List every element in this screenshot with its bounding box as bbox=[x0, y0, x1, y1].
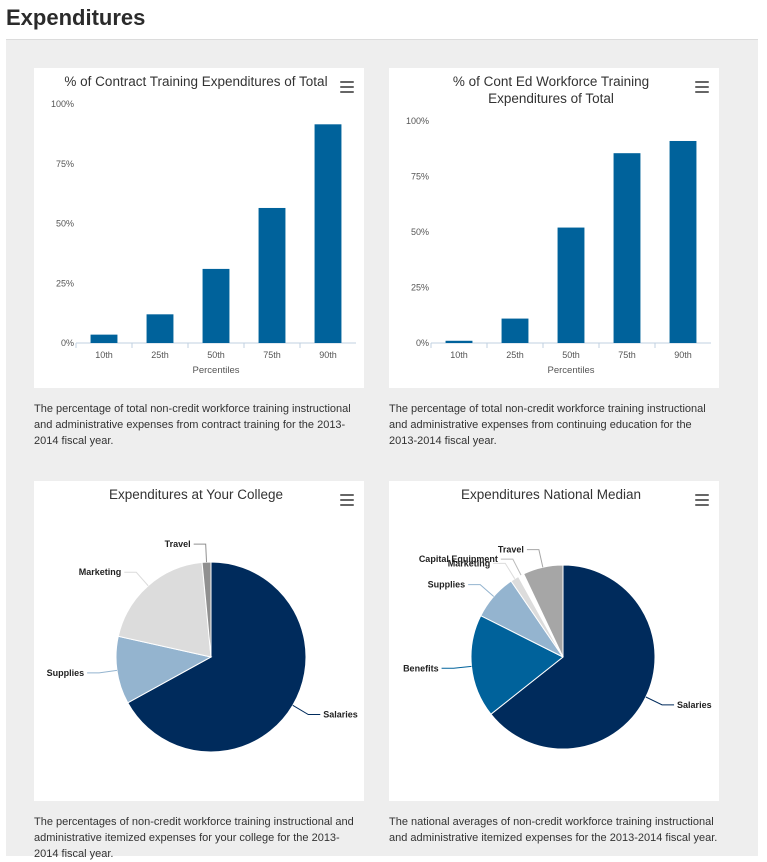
leader-line bbox=[500, 558, 522, 576]
slice-label: Travel bbox=[165, 539, 191, 549]
slice-label: Benefits bbox=[403, 663, 439, 673]
pie-slice-supplies bbox=[115, 635, 213, 704]
chart-description: The percentage of total non-credit workf… bbox=[389, 403, 706, 447]
leader-line bbox=[493, 562, 516, 579]
x-tick-label: 75th bbox=[618, 350, 636, 360]
y-tick-label: 25% bbox=[56, 278, 74, 288]
bar-25th bbox=[501, 318, 529, 343]
x-tick-label: 75th bbox=[263, 350, 281, 360]
pie-chart-your-college: Expenditures at Your College Salaries Supp… bbox=[47, 487, 358, 753]
chart-card-your-college: Expenditures at Your College Salaries Supp… bbox=[34, 481, 364, 801]
pie-slice-salaries bbox=[490, 564, 656, 750]
leader-line bbox=[645, 696, 675, 706]
x-tick-label: 50th bbox=[562, 350, 580, 360]
chart-card-national-median: Expenditures National Median Salaries Bene… bbox=[389, 481, 719, 801]
chart-description: The national averages of non-credit work… bbox=[389, 816, 718, 844]
slice-label: Supplies bbox=[428, 580, 466, 590]
x-axis-title: Percentiles bbox=[193, 365, 240, 376]
x-tick-label: 90th bbox=[674, 350, 692, 360]
y-tick-label: 75% bbox=[411, 172, 429, 182]
pie-slice-marketing bbox=[117, 561, 212, 658]
x-tick-label: 10th bbox=[95, 350, 113, 360]
slice-label: Marketing bbox=[448, 558, 491, 568]
bar-75th bbox=[258, 207, 286, 343]
slice-label: Capital Equipment bbox=[419, 554, 498, 564]
bar-chart-cont-ed: % of Cont Ed Workforce Training Expenditu… bbox=[406, 74, 711, 376]
bar-75th bbox=[613, 153, 641, 343]
leader-line bbox=[292, 704, 321, 716]
chart-title: % of Contract Training Expenditures of T… bbox=[64, 74, 327, 89]
charts-panel: % of Contract Training Expenditures of T… bbox=[6, 39, 758, 860]
chart-menu-icon[interactable] bbox=[695, 81, 709, 93]
leader-line bbox=[87, 669, 118, 674]
y-tick-label: 100% bbox=[51, 99, 74, 109]
bar-10th bbox=[90, 334, 118, 343]
y-tick-label: 0% bbox=[61, 338, 74, 348]
y-tick-label: 50% bbox=[411, 227, 429, 237]
slice-label: Travel bbox=[498, 545, 524, 555]
chart-menu-icon[interactable] bbox=[695, 494, 709, 506]
chart-title: Expenditures at Your College bbox=[109, 487, 283, 502]
slice-label: Marketing bbox=[79, 567, 122, 577]
bar-50th bbox=[557, 227, 585, 343]
x-tick-label: 25th bbox=[506, 350, 524, 360]
slice-label: Salaries bbox=[323, 710, 358, 720]
bar-10th bbox=[445, 340, 473, 343]
chart-title: % of Cont Ed Workforce Training bbox=[453, 74, 649, 89]
leader-line bbox=[124, 571, 149, 587]
slice-label: Supplies bbox=[47, 668, 85, 678]
chart-card-contract-training: % of Contract Training Expenditures of T… bbox=[34, 68, 364, 388]
leader-line bbox=[468, 584, 495, 597]
y-tick-label: 50% bbox=[56, 219, 74, 229]
bar-25th bbox=[146, 314, 174, 343]
x-tick-label: 90th bbox=[319, 350, 337, 360]
leader-line bbox=[526, 549, 544, 568]
x-tick-label: 50th bbox=[207, 350, 225, 360]
bar-chart-contract-training: % of Contract Training Expenditures of T… bbox=[51, 74, 356, 376]
chart-title: Expenditures National Median bbox=[461, 487, 641, 502]
bar-50th bbox=[202, 268, 230, 343]
pie-slice-benefits bbox=[470, 615, 564, 715]
bar-90th bbox=[669, 140, 697, 343]
x-tick-label: 10th bbox=[450, 350, 468, 360]
slice-label: Salaries bbox=[677, 700, 712, 710]
page-title: Expenditures bbox=[6, 5, 146, 30]
leader-line bbox=[193, 543, 208, 563]
y-tick-label: 25% bbox=[411, 283, 429, 293]
chart-description: The percentage of total non-credit workf… bbox=[34, 403, 351, 447]
chart-title: Expenditures of Total bbox=[488, 91, 614, 106]
leader-line bbox=[441, 665, 472, 669]
chart-menu-icon[interactable] bbox=[340, 81, 354, 93]
x-tick-label: 25th bbox=[151, 350, 169, 360]
pie-slice-salaries bbox=[127, 561, 307, 753]
chart-menu-icon[interactable] bbox=[340, 494, 354, 506]
y-tick-label: 0% bbox=[416, 338, 429, 348]
bar-90th bbox=[314, 124, 342, 343]
pie-chart-national-median: Expenditures National Median Salaries Bene… bbox=[403, 487, 712, 750]
y-tick-label: 100% bbox=[406, 116, 429, 126]
x-axis-title: Percentiles bbox=[548, 365, 595, 376]
y-tick-label: 75% bbox=[56, 159, 74, 169]
chart-card-cont-ed: % of Cont Ed Workforce Training Expenditu… bbox=[389, 68, 719, 388]
